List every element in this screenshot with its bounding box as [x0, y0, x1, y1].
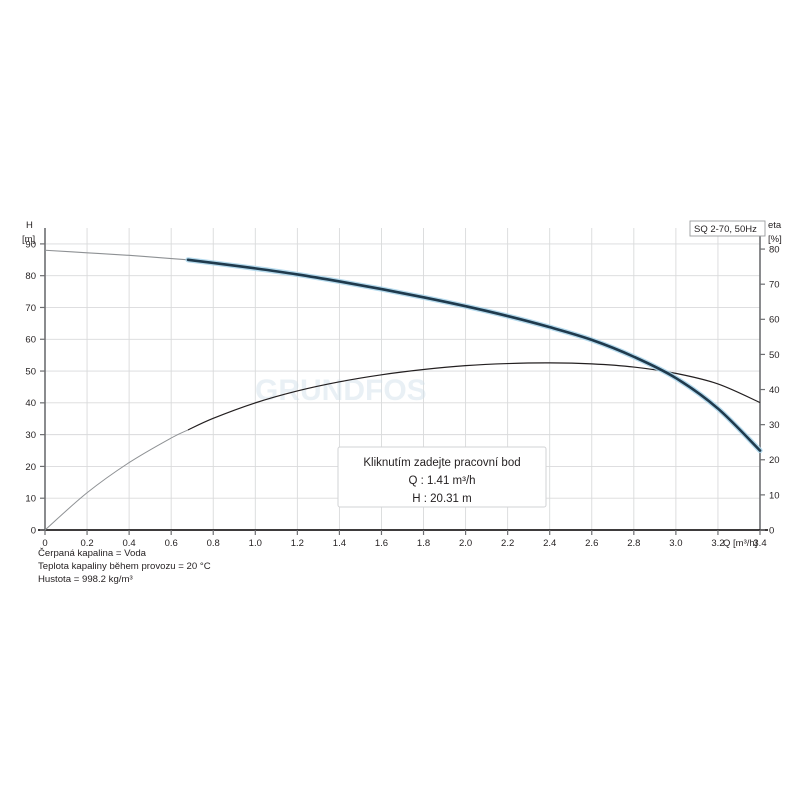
right-tick-label: 50: [769, 350, 780, 361]
left-tick-label: 10: [25, 494, 36, 505]
x-tick-label: 0.2: [80, 538, 93, 549]
x-tick-label: 3.4: [753, 538, 766, 549]
left-axis-unit: [m]: [22, 234, 35, 245]
right-tick-label: 30: [769, 420, 780, 431]
x-tick-label: 0: [42, 538, 47, 549]
footer-liquid: Čerpaná kapalina = Voda: [38, 548, 147, 559]
operating-point-callout[interactable]: [337, 446, 547, 508]
right-axis-unit: [%]: [768, 234, 782, 245]
x-tick-label: 0.8: [207, 538, 220, 549]
x-tick-label: 1.6: [375, 538, 388, 549]
right-axis-ticks: 0 10 20 30 40 50 60 70 80: [760, 244, 780, 536]
x-tick-label: 3.2: [711, 538, 724, 549]
x-tick-label: 2.0: [459, 538, 472, 549]
head-curve-thin: [44, 249, 189, 261]
footer-temperature: Teplota kapaliny během provozu = 20 °C: [38, 561, 211, 572]
left-tick-label: 50: [25, 366, 36, 377]
right-tick-label: 20: [769, 455, 780, 466]
x-tick-label: 2.6: [585, 538, 598, 549]
left-axis-name: H: [26, 220, 33, 231]
callout-flow-value: Q : 1.41 m³/h: [408, 475, 475, 487]
model-badge: [689, 220, 766, 237]
x-axis-ticks: 0 0.2 0.4 0.6 0.8 1.0 1.2 1.4 1.6 1.8 2.0 2.2 2.4 2.6…: [42, 530, 767, 549]
x-tick-label: 1.0: [249, 538, 262, 549]
x-tick-label: 2.4: [543, 538, 556, 549]
left-axis-ticks: 0 10 20 30 40 50 60 70 80 90: [25, 239, 45, 536]
efficiency-curve-faint: [44, 429, 189, 531]
head-curve-halo: [185, 257, 763, 454]
x-tick-label: 1.2: [291, 538, 304, 549]
right-tick-label: 40: [769, 385, 780, 396]
head-curve: [186, 258, 762, 452]
left-tick-label: 20: [25, 462, 36, 473]
watermark: GRUNDFOS: [255, 374, 427, 407]
x-tick-label: 2.2: [501, 538, 514, 549]
model-label: SQ 2-70, 50Hz: [694, 224, 757, 235]
x-tick-label: 0.6: [165, 538, 178, 549]
x-tick-label: 1.8: [417, 538, 430, 549]
right-tick-label: 80: [769, 244, 780, 255]
right-tick-label: 70: [769, 280, 780, 291]
left-tick-label: 40: [25, 398, 36, 409]
right-tick-label: 10: [769, 490, 780, 501]
left-tick-label: 0: [31, 525, 36, 536]
x-tick-label: 1.4: [333, 538, 346, 549]
footer-density: Hustota = 998.2 kg/m³: [38, 574, 133, 585]
callout-title: Kliknutím zadejte pracovní bod: [363, 457, 520, 469]
x-tick-label: 0.4: [123, 538, 136, 549]
right-axis-name: eta: [768, 220, 782, 231]
callout-head-value: H : 20.31 m: [412, 493, 471, 505]
left-tick-label: 60: [25, 335, 36, 346]
left-tick-label: 80: [25, 271, 36, 282]
left-tick-label: 30: [25, 430, 36, 441]
x-tick-label: 2.8: [627, 538, 640, 549]
left-tick-label: 90: [25, 239, 36, 250]
x-axis-label: Q [m³/h]: [723, 538, 757, 549]
left-tick-label: 70: [25, 303, 36, 314]
right-tick-label: 60: [769, 315, 780, 326]
right-tick-label: 0: [769, 525, 774, 536]
x-tick-label: 3.0: [669, 538, 682, 549]
